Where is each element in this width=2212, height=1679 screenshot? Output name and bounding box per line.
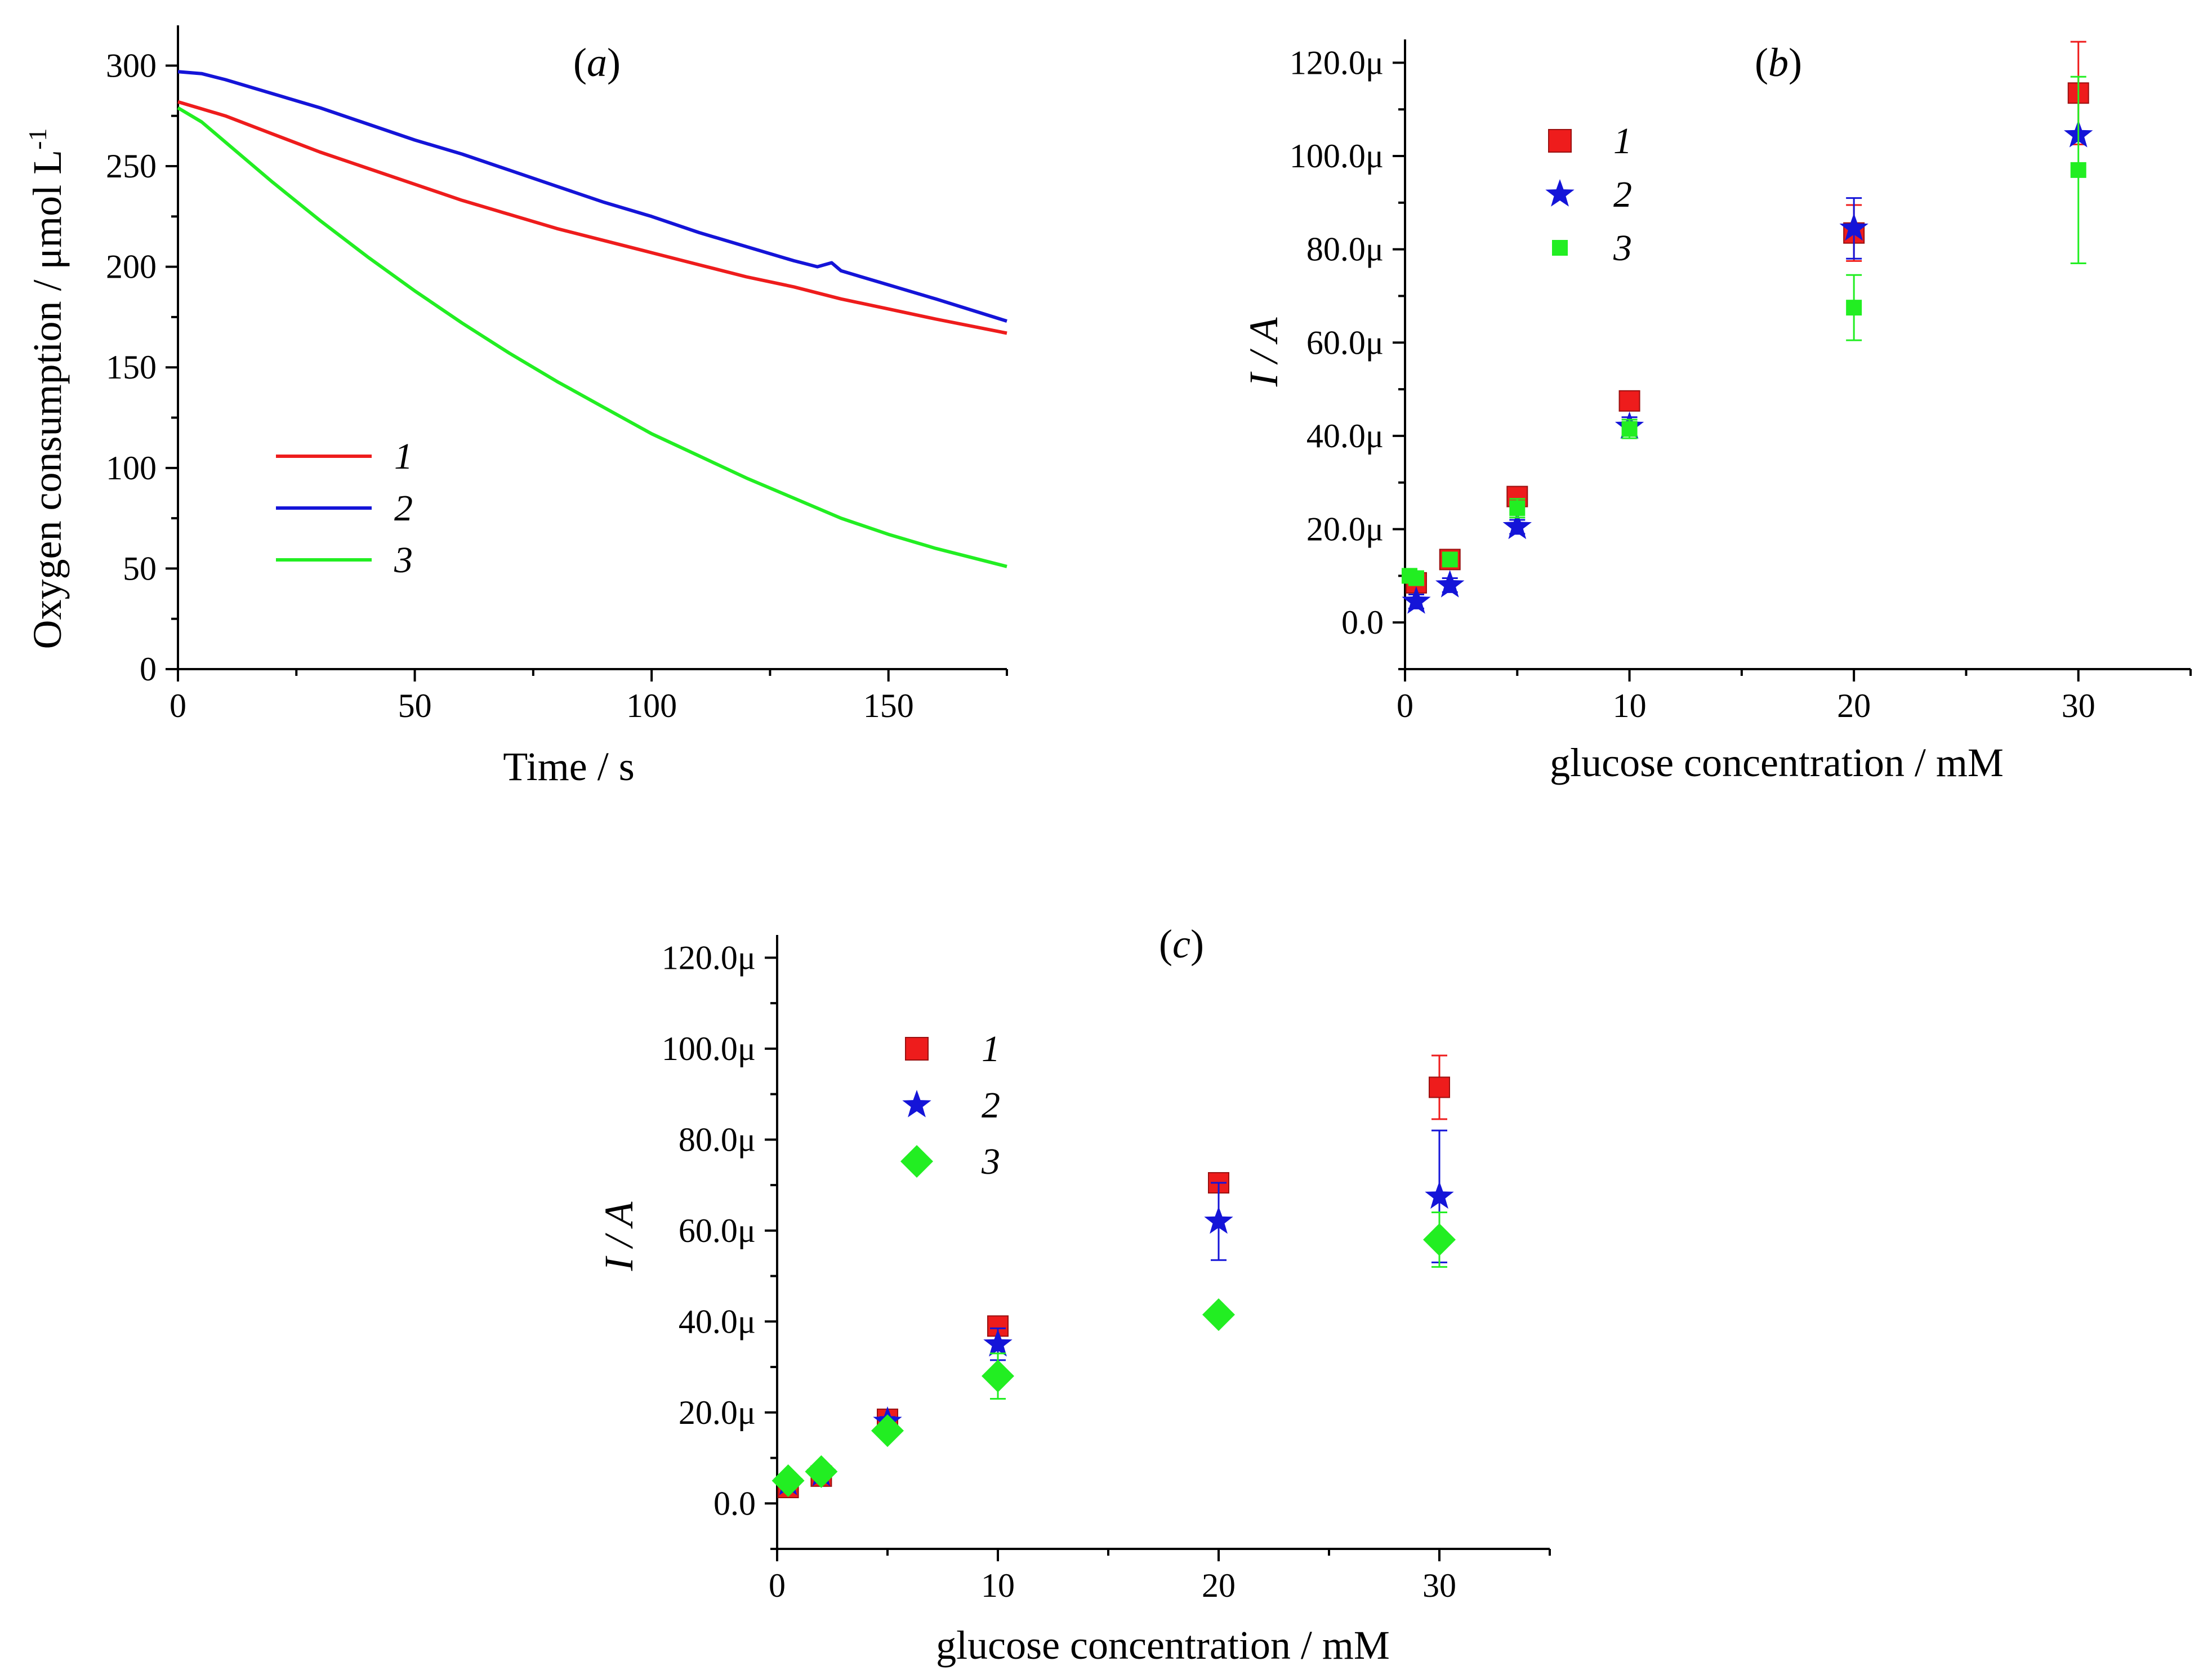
panel-b-series-3-point — [1846, 300, 1862, 316]
panel-b-x-tick-label: 20 — [1837, 687, 1871, 724]
panel-c-y-tick-label: 100.0μ — [662, 1030, 756, 1067]
panel-b-legend-marker-1 — [1548, 129, 1572, 153]
panel-b-y-tick-label: 80.0μ — [1306, 231, 1384, 268]
panel-c-series-3-point — [982, 1360, 1014, 1393]
panel-c-legend-marker-2 — [902, 1090, 931, 1117]
panel-b-series-3-point — [1509, 500, 1526, 516]
panel-c-current-vs-glucose-chart: (c) glucose concentration / mM I / A 0 10… — [596, 921, 1551, 1668]
panel-b-series-2-point — [1502, 511, 1532, 540]
panel-a-x-tick-label: 100 — [626, 687, 677, 724]
panel-c-y-tick-label: 60.0μ — [679, 1212, 756, 1249]
panel-a-x-tick-label: 150 — [863, 687, 914, 724]
panel-c-y-tick-label: 0.0 — [713, 1485, 756, 1522]
panel-b-legend-label-1: 1 — [1613, 121, 1632, 162]
panel-a-y-tick-label: 300 — [106, 47, 157, 84]
panel-a-x-axis-title: Time / s — [503, 744, 634, 789]
panel-c-series-3-point — [771, 1464, 805, 1497]
panel-b-series-3-point — [1408, 570, 1424, 586]
panel-c-legend-label-2: 2 — [982, 1085, 1000, 1126]
panel-a-label: (a) — [573, 40, 621, 85]
panel-b-y-axis-title: I / A — [1241, 317, 1286, 388]
panel-b-series-2-point — [1839, 213, 1868, 241]
panel-c-x-tick-label: 0 — [769, 1567, 786, 1604]
panel-b-legend-label-3: 3 — [1613, 228, 1632, 269]
panel-c-series-3-point — [1423, 1223, 1456, 1256]
panel-c-x-axis-title: glucose concentration / mM — [936, 1623, 1390, 1668]
panel-b-series-1-point — [1618, 390, 1640, 412]
panel-a-legend-label-2: 2 — [394, 488, 413, 529]
panel-b-series-3-point — [1442, 551, 1458, 568]
panel-c-series-1-point — [1429, 1076, 1450, 1098]
panel-c-series-2-point — [1204, 1206, 1233, 1234]
panel-b-y-tick-label: 0.0 — [1341, 604, 1384, 641]
panel-b-current-vs-glucose-chart: (b) glucose concentration / mM I / A 0 10… — [1241, 39, 2192, 785]
panel-b-series-2-point — [1435, 569, 1465, 598]
panel-c-y-tick-label: 120.0μ — [662, 939, 756, 976]
panel-a-y-tick-label: 150 — [106, 349, 157, 386]
panel-c-x-tick-label: 10 — [981, 1567, 1015, 1604]
panel-a-y-tick-label: 50 — [123, 550, 157, 587]
panel-b-legend-marker-2 — [1545, 179, 1575, 207]
panel-a-y-tick-label: 250 — [106, 148, 157, 185]
panel-a-legend-label-3: 3 — [394, 540, 413, 581]
panel-b-y-tick-label: 100.0μ — [1290, 137, 1384, 175]
panel-a-y-axis-title: Oxygen consumption / μmol L-1 — [23, 128, 70, 649]
panel-c-series-2-point — [983, 1329, 1013, 1357]
panel-a-y-tick-label: 100 — [106, 449, 157, 487]
panel-c-x-tick-label: 30 — [1422, 1567, 1456, 1604]
panel-b-x-tick-label: 10 — [1613, 687, 1647, 724]
panel-c-series-2-point — [1425, 1181, 1454, 1209]
panel-c-y-axis-title: I / A — [596, 1201, 641, 1272]
panel-b-x-tick-label: 0 — [1397, 687, 1413, 724]
panel-b-y-tick-label: 40.0μ — [1306, 417, 1384, 455]
panel-b-y-tick-label: 60.0μ — [1306, 324, 1384, 361]
panel-a-oxygen-consumption-chart: (a) Time / s Oxygen consumption / μmol L… — [23, 25, 1008, 789]
panel-c-legend-label-3: 3 — [981, 1141, 1000, 1182]
panel-c-legend-label-1: 1 — [982, 1028, 1000, 1070]
panel-a-series-2-line — [177, 70, 1007, 323]
panel-c-series-3-point — [871, 1414, 904, 1448]
panel-c-legend-marker-3 — [900, 1145, 933, 1178]
panel-a-series-1-line — [177, 100, 1007, 335]
panel-c-y-tick-label: 20.0μ — [679, 1394, 756, 1431]
panel-c-legend-marker-1 — [905, 1037, 929, 1061]
panel-b-label: (b) — [1755, 40, 1802, 85]
panel-a-x-tick-label: 50 — [398, 687, 432, 724]
panel-b-y-tick-label: 120.0μ — [1290, 44, 1384, 81]
panel-c-y-tick-label: 40.0μ — [679, 1303, 756, 1340]
panel-b-series-3-point — [2070, 162, 2086, 178]
panel-c-label: (c) — [1159, 921, 1204, 967]
panel-b-legend-label-2: 2 — [1613, 174, 1632, 215]
panel-b-y-tick-label: 20.0μ — [1306, 511, 1384, 548]
panel-a-y-tick-label: 200 — [106, 248, 157, 286]
panel-b-x-tick-label: 30 — [2062, 687, 2095, 724]
panel-a-x-tick-label: 0 — [170, 687, 186, 724]
panel-a-legend-label-1: 1 — [394, 436, 413, 477]
panel-b-series-3-point — [1621, 421, 1638, 437]
panel-b-series-2-point — [1402, 586, 1431, 614]
panel-c-series-3-point — [1202, 1298, 1235, 1331]
panel-c-x-tick-label: 20 — [1202, 1567, 1236, 1604]
panel-b-x-axis-title: glucose concentration / mM — [1550, 740, 2004, 785]
panel-c-y-tick-label: 80.0μ — [679, 1121, 756, 1158]
panel-b-legend-marker-3 — [1552, 240, 1568, 256]
panel-c-series-3-point — [805, 1455, 838, 1488]
panel-a-y-tick-label: 0 — [140, 651, 157, 688]
panel-a-series-3-line — [177, 106, 1007, 568]
